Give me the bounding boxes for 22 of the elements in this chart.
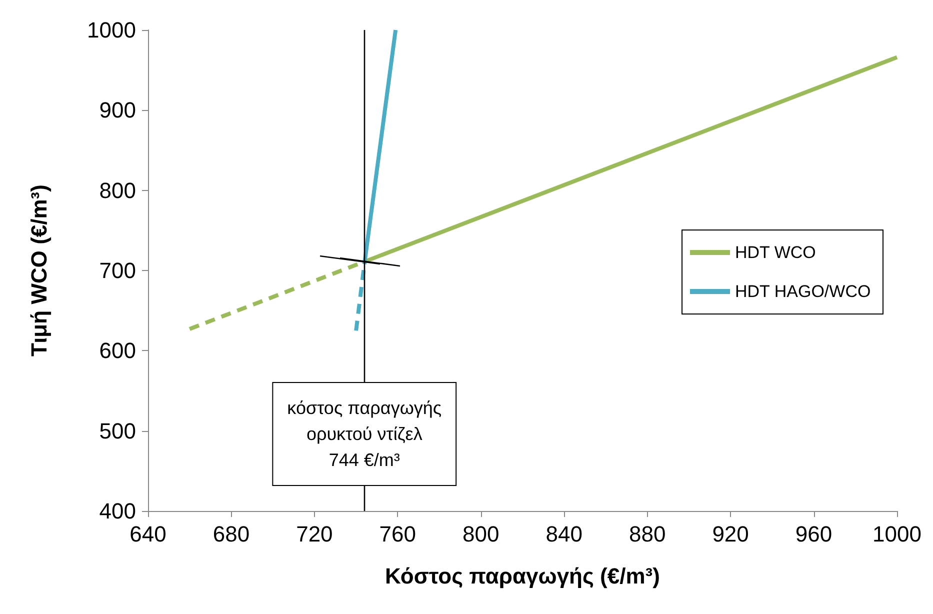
y-tick-label: 500 (99, 418, 136, 444)
x-tick-label: 800 (462, 522, 500, 546)
x-tick-label: 640 (130, 522, 166, 546)
legend-label: HDT HAGO/WCO (735, 282, 871, 301)
x-tick-label: 1000 (872, 522, 922, 546)
y-tick-label: 800 (99, 178, 136, 203)
x-tick-label: 880 (628, 522, 666, 546)
x-tick-label: 920 (712, 522, 749, 546)
y-tick-label: 700 (99, 258, 136, 283)
y-tick-label: 900 (99, 98, 136, 123)
x-tick-label: 720 (296, 522, 333, 546)
x-tick-label: 680 (212, 522, 250, 546)
x-axis-title: Κόστος παραγωγής (€/m³) (385, 564, 660, 588)
y-tick-label: 400 (99, 498, 136, 524)
y-tick-label: 600 (99, 338, 136, 364)
x-tick-label: 760 (379, 522, 416, 546)
legend-label: HDT WCO (735, 243, 816, 262)
y-tick-label: 1000 (87, 18, 136, 42)
ref-line-label: κόστος παραγωγής ορυκτού ντίζελ 744 €/m³ (287, 398, 442, 470)
x-tick-label: 960 (795, 522, 832, 546)
y-axis-title: Τιμή WCO (€/m³) (26, 184, 52, 356)
x-tick-label: 840 (546, 522, 582, 546)
